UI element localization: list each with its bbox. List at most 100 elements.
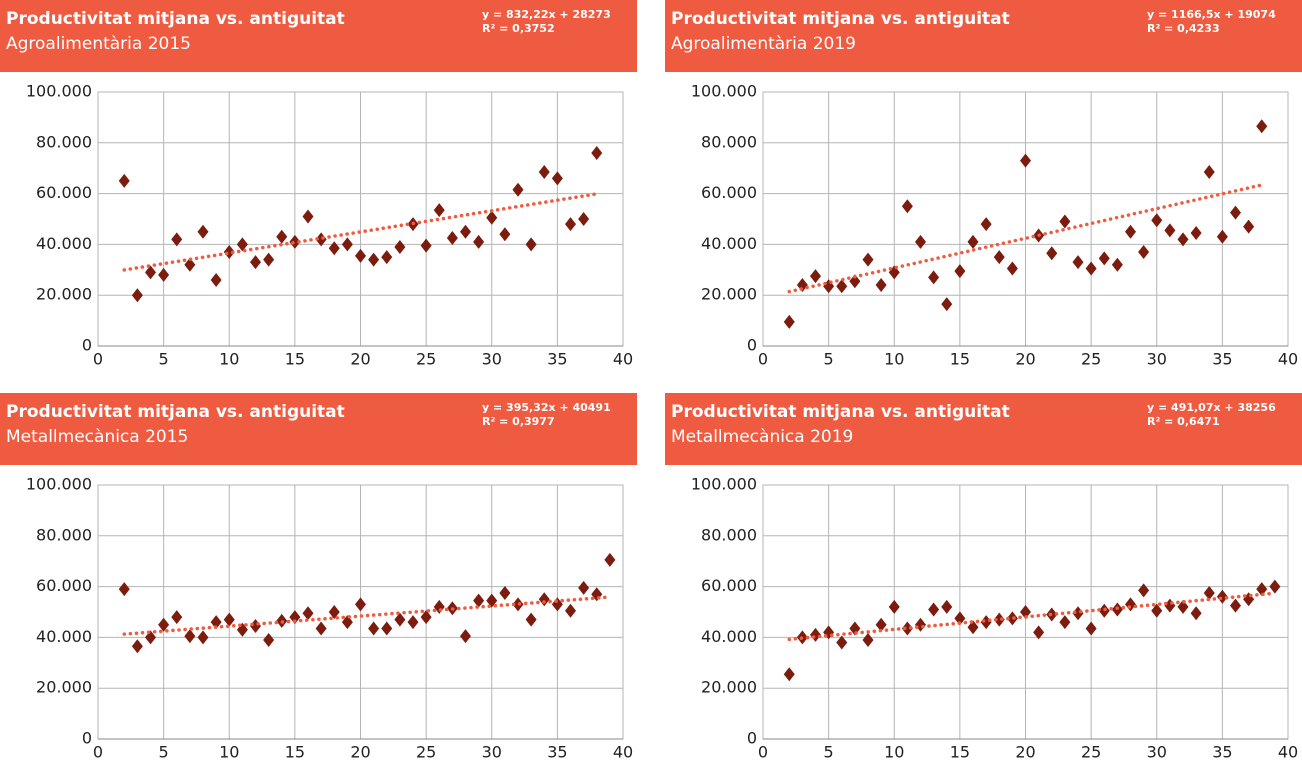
point: [158, 617, 170, 632]
x-tick-label: 20: [350, 350, 370, 369]
point: [145, 265, 156, 280]
r-squared: R² = 0,4233: [1147, 22, 1220, 35]
point: [1006, 261, 1018, 276]
x-tick-label: 30: [482, 350, 502, 369]
point: [394, 239, 406, 254]
x-tick-label: 40: [613, 350, 633, 369]
x-tick-label: 35: [547, 743, 567, 762]
point: [1085, 621, 1097, 636]
point: [538, 592, 550, 607]
point: [1020, 605, 1031, 619]
point: [928, 602, 940, 617]
x-tick-label: 25: [1081, 350, 1101, 369]
chart-subtitle: Agroalimentària 2015: [6, 34, 191, 54]
point: [578, 212, 590, 226]
y-tick-label: 40.000: [36, 627, 92, 646]
point: [486, 593, 498, 608]
point: [381, 621, 393, 636]
point: [1072, 255, 1084, 270]
x-tick-label: 0: [93, 743, 103, 762]
chart-title: Productivitat mitjana vs. antiguitat: [671, 402, 1010, 422]
point: [836, 279, 848, 294]
x-tick-label: 15: [285, 350, 305, 369]
x-tick-label: 35: [1212, 350, 1232, 369]
x-tick-label: 20: [1015, 350, 1035, 369]
point: [1256, 119, 1268, 134]
trendline: [122, 192, 599, 272]
point: [993, 250, 1005, 265]
point: [289, 234, 301, 249]
point: [525, 237, 537, 252]
x-tick-label: 30: [1147, 743, 1167, 762]
x-tick-label: 0: [93, 350, 103, 369]
r-squared: R² = 0,3977: [482, 415, 555, 428]
point: [368, 621, 380, 636]
point: [289, 610, 301, 625]
point: [420, 238, 432, 253]
y-tick-label: 80.000: [36, 525, 92, 544]
point: [1216, 229, 1228, 244]
y-tick-label: 100.000: [26, 475, 92, 494]
point: [118, 173, 130, 188]
point: [1230, 598, 1241, 613]
y-tick-label: 60.000: [701, 576, 757, 595]
x-tick-label: 25: [416, 350, 436, 369]
x-tick-label: 40: [613, 743, 633, 762]
x-tick-label: 40: [1278, 743, 1298, 762]
x-tick-label: 10: [884, 350, 904, 369]
point: [118, 582, 130, 597]
point: [1177, 232, 1189, 247]
point: [954, 264, 966, 279]
trendline: [787, 183, 1264, 294]
point: [145, 630, 156, 645]
y-tick-label: 100.000: [691, 82, 757, 101]
point: [1164, 223, 1176, 238]
y-tick-label: 60.000: [701, 183, 757, 202]
point: [1138, 583, 1150, 598]
point: [1138, 245, 1150, 260]
point: [171, 610, 183, 625]
header: [665, 393, 1302, 465]
point: [1151, 213, 1163, 228]
x-tick-label: 5: [824, 743, 834, 762]
chart-subtitle: Metallmecànica 2015: [6, 427, 188, 447]
y-tick-label: 0: [82, 336, 92, 355]
point: [1190, 606, 1202, 621]
point: [783, 667, 795, 682]
y-tick-label: 40.000: [36, 234, 92, 253]
header: [665, 0, 1302, 72]
point: [210, 272, 222, 287]
trend-equation: y = 395,32x + 40491: [482, 401, 611, 414]
x-tick-label: 30: [1147, 350, 1167, 369]
point: [565, 217, 576, 232]
y-tick-label: 20.000: [701, 678, 757, 697]
x-tick-label: 25: [416, 743, 436, 762]
x-tick-label: 0: [758, 743, 768, 762]
x-tick-label: 30: [482, 743, 502, 762]
r-squared: R² = 0,3752: [482, 22, 555, 35]
trendline: [787, 591, 1277, 642]
y-tick-label: 80.000: [701, 132, 757, 151]
x-tick-label: 10: [219, 350, 239, 369]
x-tick-label: 10: [219, 743, 239, 762]
trend-equation: y = 832,22x + 28273: [482, 8, 611, 21]
point: [223, 612, 235, 627]
trend-equation: y = 1166,5x + 19074: [1147, 8, 1276, 21]
chart-title: Productivitat mitjana vs. antiguitat: [6, 9, 345, 29]
point: [250, 255, 261, 270]
point: [875, 278, 887, 293]
point: [604, 552, 616, 567]
y-tick-label: 0: [747, 336, 757, 355]
chart-title: Productivitat mitjana vs. antiguitat: [6, 402, 345, 422]
point: [810, 269, 821, 284]
r-squared: R² = 0,6471: [1147, 415, 1220, 428]
header: [0, 0, 637, 72]
point: [184, 257, 196, 272]
point: [328, 605, 340, 619]
y-tick-label: 0: [82, 729, 92, 748]
point: [849, 274, 861, 289]
point: [1203, 585, 1215, 600]
point: [446, 231, 458, 246]
point: [315, 621, 327, 636]
point: [875, 617, 887, 632]
